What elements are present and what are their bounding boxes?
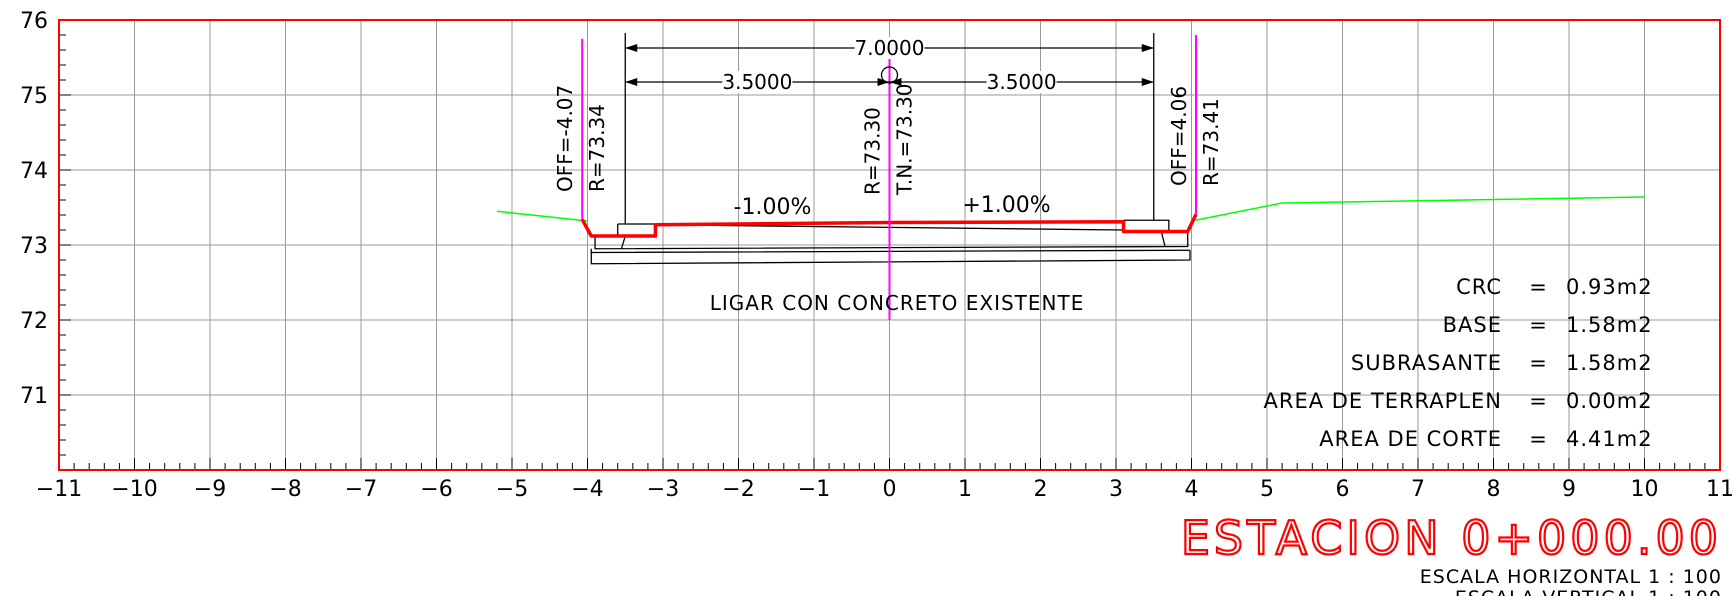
x-axis-tick-labels: −11 −10 −9 −8 −7 −6 −5 −4 −3 −2 −1 0 1 2 3 4 5 6 7 8 9 10 11 xyxy=(36,477,1734,502)
y-tick-label: 71 xyxy=(20,384,48,409)
dimension-left-half-line-arrow-start xyxy=(625,78,638,86)
area-label: AREA DE CORTE xyxy=(1319,427,1502,451)
x-tick-label: 2 xyxy=(1034,477,1048,502)
subgrade-layer xyxy=(590,250,1191,265)
right-offset-label: OFF=4.06 xyxy=(1167,86,1191,186)
area-value: 4.41m2 xyxy=(1566,427,1653,451)
area-summary-table: CRC = 0.93m2 BASE = 1.58m2 SUBRASANTE = 1.58m2 AR… xyxy=(1263,275,1653,451)
dimension-right-half-line-arrow-end xyxy=(1141,78,1154,86)
y-axis-tick-labels: 76 75 74 73 72 71 xyxy=(20,9,48,409)
area-value: 0.93m2 xyxy=(1566,275,1653,299)
y-tick-label: 75 xyxy=(20,84,48,109)
x-tick-label: −7 xyxy=(345,477,377,502)
dimension-right-half-label: 3.5000 xyxy=(987,70,1057,94)
centerline-symbol xyxy=(880,66,899,84)
terrain-line-right xyxy=(1191,196,1645,222)
right-curb-foot xyxy=(1160,231,1166,247)
x-tick-label: 11 xyxy=(1706,477,1734,502)
construction-note: LIGAR CON CONCRETO EXISTENTE xyxy=(710,291,1085,315)
x-tick-label: −9 xyxy=(194,477,226,502)
area-equals: = xyxy=(1529,351,1547,375)
dimension-left-half-line-arrow-end xyxy=(877,78,890,86)
y-tick-label: 76 xyxy=(20,9,48,34)
slope-left-label: -1.00% xyxy=(734,195,812,220)
area-equals: = xyxy=(1529,275,1547,299)
x-tick-label: 9 xyxy=(1562,477,1576,502)
area-label: AREA DE TERRAPLEN xyxy=(1263,389,1502,413)
vertical-scale-label: ESCALA VERTICAL 1 : 100 xyxy=(1455,587,1722,596)
left-elevation-label: R=73.34 xyxy=(585,104,609,192)
plot-frame xyxy=(58,19,1721,471)
dimension-total-line-arrow-end xyxy=(1141,44,1154,52)
dimension-left-half-label: 3.5000 xyxy=(722,70,792,94)
area-value: 1.58m2 xyxy=(1566,313,1653,337)
x-tick-label: 1 xyxy=(958,477,972,502)
base-layer-1 xyxy=(594,231,1189,250)
dimension-lines xyxy=(624,33,1155,224)
x-tick-label: 5 xyxy=(1260,477,1274,502)
y-tick-label: 72 xyxy=(20,309,48,334)
x-tick-label: 3 xyxy=(1109,477,1123,502)
y-tick-label: 73 xyxy=(20,234,48,259)
x-tick-label: 6 xyxy=(1336,477,1350,502)
area-equals: = xyxy=(1529,427,1547,451)
left-curb-box xyxy=(617,223,657,237)
x-tick-label: −6 xyxy=(420,477,452,502)
station-title: ESTACION 0+000.00 xyxy=(1181,511,1722,565)
right-elevation-label: R=73.41 xyxy=(1199,98,1223,186)
terrain-line-left xyxy=(496,210,588,222)
x-tick-label: 7 xyxy=(1411,477,1425,502)
area-value: 1.58m2 xyxy=(1566,351,1653,375)
pavement-structure xyxy=(590,219,1191,265)
x-tick-label: −2 xyxy=(722,477,754,502)
offset-lines xyxy=(581,35,1198,320)
slope-right-label: +1.00% xyxy=(962,193,1050,218)
label-gap xyxy=(722,71,793,93)
x-tick-label: −11 xyxy=(36,477,82,502)
area-label: SUBRASANTE xyxy=(1351,351,1502,375)
x-tick-label: 0 xyxy=(883,477,897,502)
area-equals: = xyxy=(1529,389,1547,413)
area-equals: = xyxy=(1529,313,1547,337)
x-tick-label: −4 xyxy=(571,477,603,502)
x-tick-label: −8 xyxy=(269,477,301,502)
left-curb-foot xyxy=(620,235,626,249)
x-tick-label: −10 xyxy=(111,477,157,502)
horizontal-scale-label: ESCALA HORIZONTAL 1 : 100 xyxy=(1420,566,1722,588)
left-offset-label: OFF=-4.07 xyxy=(553,85,577,192)
x-tick-label: −3 xyxy=(647,477,679,502)
area-label: CRC xyxy=(1456,275,1502,299)
label-gap xyxy=(854,37,925,59)
label-gap xyxy=(986,71,1057,93)
x-tick-label: 8 xyxy=(1487,477,1501,502)
x-tick-label: 4 xyxy=(1185,477,1199,502)
area-label: BASE xyxy=(1443,313,1502,337)
x-tick-label: 10 xyxy=(1631,477,1659,502)
base-layer-2 xyxy=(590,248,1190,254)
dimension-total-line-arrow-start xyxy=(625,44,638,52)
natural-terrain xyxy=(496,196,1645,222)
area-value: 0.00m2 xyxy=(1566,389,1653,413)
center-elevation-label: R=73.30 xyxy=(861,107,885,195)
y-tick-label: 74 xyxy=(20,159,48,184)
ground-elevation-label: T.N.=73.30 xyxy=(893,83,917,196)
x-tick-label: −5 xyxy=(496,477,528,502)
dimension-right-half-line-arrow-start xyxy=(889,78,902,86)
x-tick-label: −1 xyxy=(798,477,830,502)
dimension-total-label: 7.0000 xyxy=(855,36,925,60)
